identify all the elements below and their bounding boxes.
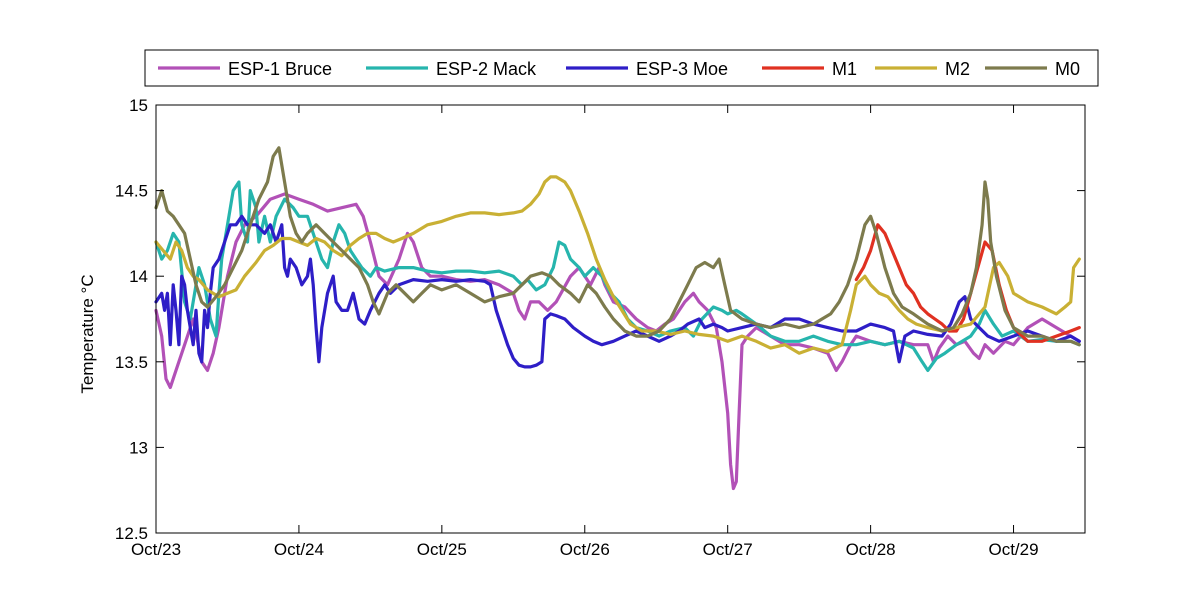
x-tick-label: Oct/29 bbox=[988, 540, 1038, 559]
y-tick-label: 12.5 bbox=[115, 524, 148, 543]
series-group bbox=[154, 146, 1081, 491]
plot-background bbox=[156, 105, 1085, 533]
y-tick-label: 13.5 bbox=[115, 353, 148, 372]
axes-group: Oct/23 Oct/24 Oct/25 Oct/26 Oct/27 Oct/28 Oct/… bbox=[115, 96, 1086, 559]
legend-label-2: ESP-2 Mack bbox=[436, 59, 537, 79]
legend: ESP-1 Bruce ESP-2 Mack ESP-3 Moe M1 M2 M0 bbox=[144, 49, 1099, 87]
axes-frame bbox=[155, 104, 1086, 534]
y-axis-label: Temperature °C bbox=[78, 274, 97, 393]
legend-label-3: ESP-3 Moe bbox=[636, 59, 728, 79]
x-tick-label: Oct/24 bbox=[274, 540, 324, 559]
series-line-3 bbox=[154, 214, 1081, 369]
y-tick-label: 13 bbox=[129, 438, 148, 457]
series-line-6 bbox=[154, 146, 1081, 347]
x-tick-label: Oct/26 bbox=[560, 540, 610, 559]
x-tick-label: Oct/28 bbox=[846, 540, 896, 559]
legend-label-4: M1 bbox=[832, 59, 857, 79]
x-tick-label: Oct/25 bbox=[417, 540, 467, 559]
legend-label-5: M2 bbox=[945, 59, 970, 79]
legend-label-6: M0 bbox=[1055, 59, 1080, 79]
y-tick-label: 15 bbox=[129, 96, 148, 115]
x-tick-label: Oct/27 bbox=[703, 540, 753, 559]
y-tick-label: 14.5 bbox=[115, 182, 148, 201]
y-tick-label: 14 bbox=[129, 267, 148, 286]
plot-area bbox=[156, 105, 1085, 533]
series-line-4 bbox=[854, 223, 1081, 343]
x-tick-label: Oct/23 bbox=[131, 540, 181, 559]
legend-label-1: ESP-1 Bruce bbox=[228, 59, 332, 79]
series-line-5 bbox=[154, 175, 1081, 355]
